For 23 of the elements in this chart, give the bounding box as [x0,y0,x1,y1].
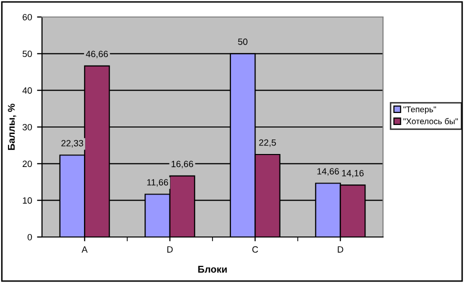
x-tick-label: A [82,246,88,253]
y-tick-label: 40 [22,87,32,94]
data-label: 22,5 [259,139,276,147]
legend-label: "Теперь" [403,106,436,114]
data-label: 22,33 [61,140,84,148]
x-axis-title: Блоки [198,266,227,273]
data-label: 14,16 [342,170,364,178]
data-label: 50 [238,38,248,45]
y-tick-label: 30 [22,124,32,130]
legend-label: "Хотелось бы" [403,118,458,124]
x-tick-label: D [338,246,344,253]
y-axis-title: Баллы, % [8,104,16,150]
y-tick-label: 60 [22,14,32,20]
y-tick-label: 50 [22,50,32,58]
x-tick-label: C [252,246,258,253]
data-label: 16,66 [172,160,194,168]
data-label: 14,66 [317,168,339,176]
data-label: 46,66 [86,50,108,58]
y-tick-label: 0 [28,234,32,240]
x-tick-label: D [167,246,173,253]
y-tick-label: 10 [22,197,32,204]
data-label: 11,66 [147,179,168,187]
y-tick-label: 20 [22,160,32,168]
